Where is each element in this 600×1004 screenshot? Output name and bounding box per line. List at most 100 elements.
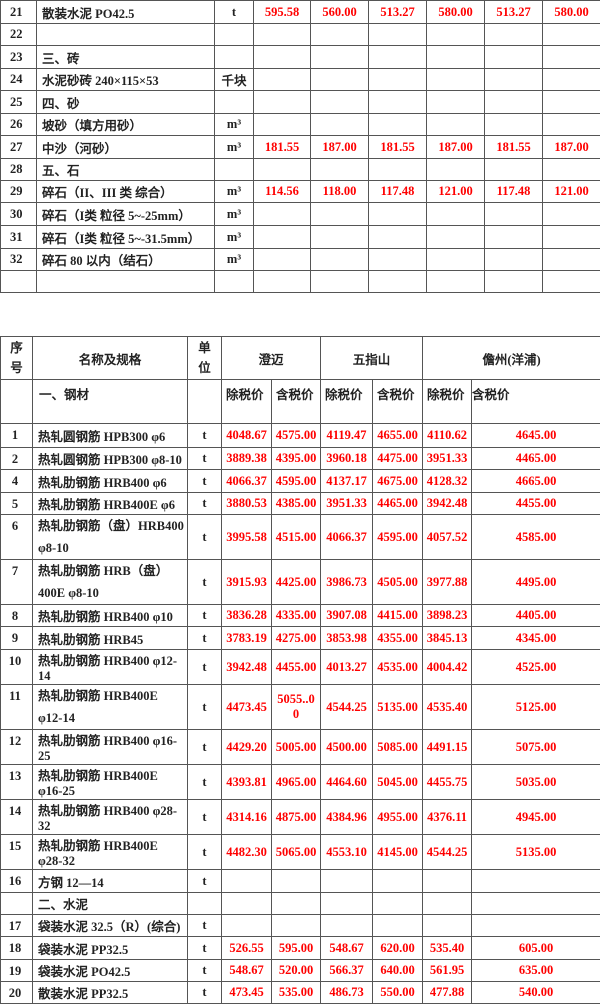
price-cell — [472, 915, 600, 937]
item-name: 二、水泥 — [33, 893, 188, 915]
price-cell: 4645.00 — [472, 424, 600, 448]
price-cell: 4595.00 — [272, 470, 321, 493]
price-cell — [254, 271, 311, 293]
unit: t — [188, 730, 222, 765]
price-cell — [423, 915, 472, 937]
header-region-danzhou: 儋州(洋浦) — [423, 337, 600, 380]
price-cell: 4385.00 — [272, 493, 321, 515]
price-cell — [485, 249, 543, 271]
price-cell — [369, 69, 427, 91]
price-cell — [311, 203, 369, 226]
price-cell — [369, 114, 427, 136]
item-name: 碎石（I类 粒径 5~-31.5mm） — [37, 226, 215, 249]
price-cell: 595.58 — [254, 1, 311, 24]
price-cell: 3951.33 — [423, 448, 472, 470]
price-cell — [254, 114, 311, 136]
price-cell — [485, 91, 543, 114]
price-cell: 550.00 — [373, 982, 423, 1004]
price-cell: 117.48 — [485, 181, 543, 203]
price-cell: 187.00 — [427, 136, 485, 159]
price-cell — [427, 46, 485, 69]
unit: t — [188, 448, 222, 470]
subheader-unit — [188, 380, 222, 424]
price-cell: 4425.00 — [272, 560, 321, 605]
price-cell: 4575.00 — [272, 424, 321, 448]
item-name: 中沙（河砂） — [37, 136, 215, 159]
price-cell — [369, 91, 427, 114]
row-number: 27 — [1, 136, 37, 159]
price-cell — [485, 226, 543, 249]
price-cell — [485, 203, 543, 226]
price-label: 除税价 — [321, 380, 373, 424]
subheader-row: 一、钢材 除税价 含税价 除税价 含税价 除税价 含税价 — [1, 380, 600, 424]
row-number: 1 — [1, 424, 33, 448]
row-number: 8 — [1, 605, 33, 627]
price-cell: 4275.00 — [272, 627, 321, 650]
row-number: 30 — [1, 203, 37, 226]
price-cell: 3951.33 — [321, 493, 373, 515]
item-name: 方钢 12—14 — [33, 870, 188, 893]
price-cell: 4675.00 — [373, 470, 423, 493]
row-number — [1, 893, 33, 915]
row-number: 17 — [1, 915, 33, 937]
price-cell — [222, 915, 272, 937]
price-cell: 3977.88 — [423, 560, 472, 605]
price-cell: 4415.00 — [373, 605, 423, 627]
row-number: 11 — [1, 685, 33, 730]
row-number: 7 — [1, 560, 33, 605]
unit: t — [188, 493, 222, 515]
price-cell: 5045.00 — [373, 765, 423, 800]
price-cell: 535.00 — [272, 982, 321, 1004]
price-cell: 4515.00 — [272, 515, 321, 560]
price-cell: 4553.10 — [321, 835, 373, 870]
price-cell: 3845.13 — [423, 627, 472, 650]
item-name — [37, 24, 215, 46]
price-cell — [254, 46, 311, 69]
price-cell — [272, 915, 321, 937]
price-cell: 4355.00 — [373, 627, 423, 650]
price-cell: 3836.28 — [222, 605, 272, 627]
price-cell: 526.55 — [222, 937, 272, 960]
price-cell: 4066.37 — [222, 470, 272, 493]
price-cell — [369, 159, 427, 181]
price-cell: 4455.75 — [423, 765, 472, 800]
price-cell — [485, 69, 543, 91]
price-cell — [543, 271, 600, 293]
unit: t — [188, 982, 222, 1004]
item-name: 碎石 80 以内（结石） — [37, 249, 215, 271]
price-cell — [321, 915, 373, 937]
price-cell: 4128.32 — [423, 470, 472, 493]
price-cell — [311, 69, 369, 91]
price-cell: 4585.00 — [472, 515, 600, 560]
unit: t — [188, 870, 222, 893]
price-cell — [543, 226, 600, 249]
price-cell — [485, 159, 543, 181]
item-name: 热轧肋钢筋 HRB400 φ10 — [33, 605, 188, 627]
price-cell: 5065.00 — [272, 835, 321, 870]
unit: t — [188, 605, 222, 627]
item-name: 热轧肋钢筋 HRB400 φ6 — [33, 470, 188, 493]
price-cell — [373, 893, 423, 915]
price-cell: 477.88 — [423, 982, 472, 1004]
price-label: 含税价 — [272, 380, 321, 424]
price-cell — [254, 24, 311, 46]
price-cell — [543, 91, 600, 114]
price-cell: 4393.81 — [222, 765, 272, 800]
price-cell — [427, 69, 485, 91]
price-cell: 3942.48 — [423, 493, 472, 515]
price-cell — [485, 271, 543, 293]
item-name: 四、砂 — [37, 91, 215, 114]
price-cell: 580.00 — [427, 1, 485, 24]
price-cell: 566.37 — [321, 960, 373, 982]
price-cell: 4110.62 — [423, 424, 472, 448]
header-name: 名称及规格 — [33, 337, 188, 380]
unit: m³ — [215, 249, 254, 271]
price-cell: 4965.00 — [272, 765, 321, 800]
price-cell: 4491.15 — [423, 730, 472, 765]
